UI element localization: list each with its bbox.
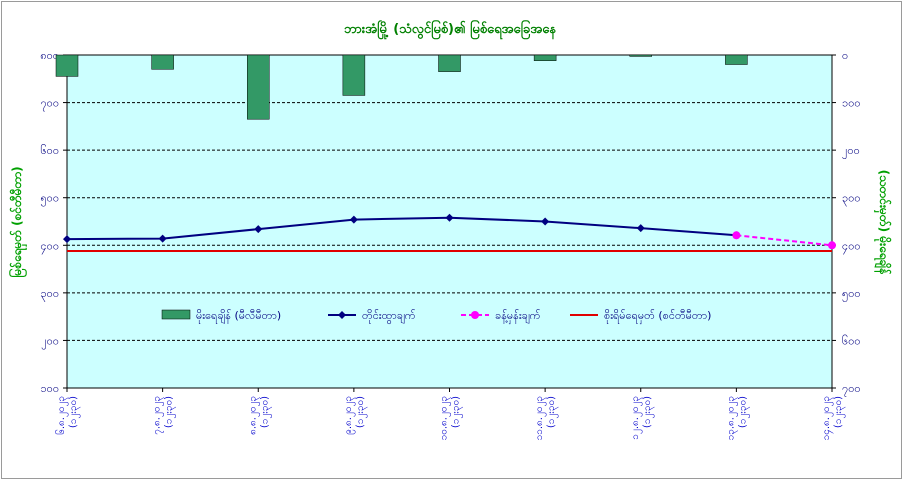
- chart-title: ဘားအံမြို့ (သံလွင်မြစ်)၏ မြစ်ရေအခြေအနေ: [344, 19, 557, 40]
- observed-point: [349, 215, 358, 224]
- x-tick-label: ၈.၈.၂၀၂၃(၁၂း၃၀): [247, 396, 272, 435]
- right-tick-label: ၁၀၀: [842, 97, 861, 110]
- legend-swatch-marker: [471, 311, 479, 319]
- x-tick-label-time: (၁၂း၃၀): [737, 396, 750, 428]
- x-tick-label-group: ၈.၈.၂၀၂၃(၁၂း၃၀): [247, 396, 272, 435]
- x-tick-label-date: ၇.၈.၂၀၂၃: [152, 396, 165, 435]
- x-tick-label-time: (၁၂း၃၀): [642, 396, 655, 428]
- x-tick-label: ၆.၈.၂၀၂၃(၁၂း၃၀): [54, 396, 81, 435]
- forecast-line: [736, 234, 833, 247]
- left-tick-label: ၇၀၀: [40, 97, 59, 112]
- right-axis-title: (သတင်းမှတ်) မိုးရေချိန်: [873, 170, 893, 276]
- legend-label: တိုင်းထွာချက်: [362, 309, 416, 324]
- rainfall-bar: [533, 54, 557, 61]
- x-tick-label-group: ၁၀.၈.၂၀၂၃(၁၂း၃၀): [439, 396, 464, 440]
- legend-item: ခန့်မှန်းချက်: [461, 309, 541, 324]
- rainfall-bar: [151, 54, 174, 70]
- x-tick-label-date: ၉.၈.၂၀၂၃: [343, 396, 356, 435]
- left-tick-label: ၄၀၀: [40, 239, 59, 254]
- legend-item: မိုးရေချိန် (မီလီမီတာ): [161, 309, 281, 324]
- observed-line: [66, 216, 737, 241]
- right-tick-label: ၄၀၀: [842, 239, 861, 254]
- x-tick-label-time: (၁၂း၃၀): [546, 396, 559, 428]
- left-tick-label: ၃၀၀: [40, 287, 59, 302]
- observed-point: [445, 213, 454, 222]
- right-tick-label: ၂၀၀: [842, 144, 860, 159]
- rainfall-bar: [55, 54, 79, 77]
- rainfall-bar: [629, 54, 652, 57]
- x-tick-label-time: (၁၂း၃၀): [833, 396, 846, 428]
- legend-item: တိုင်းထွာချက်: [328, 309, 416, 324]
- x-tick-label-group: ၁၄.၈.၂၀၂၃(၁၂း၃၀): [821, 396, 846, 440]
- x-tick-label-group: ၁၁.၈.၂၀၂၃(၁၂း၃၀): [534, 396, 559, 440]
- right-tick-label: ၅၀၀: [842, 287, 861, 302]
- x-tick-label-date: ၁၀.၈.၂၀၂၃: [439, 396, 452, 440]
- left-axis-title: မြစ်ရေမှတ် (စင်တီမီတာ): [7, 166, 28, 277]
- left-tick-label: ၂၀၀: [41, 334, 59, 349]
- x-tick-label: ၁၁.၈.၂၀၂၃(၁၂း၃၀): [534, 396, 559, 440]
- observed-point: [541, 217, 550, 226]
- legend-swatch-bar: [161, 309, 191, 320]
- x-tick-label-group: ၉.၈.၂၀၂၃(၁၂း၃၀): [343, 396, 368, 435]
- x-tick-label-group: ၁၃.၈.၂၀၂၃(၁၂း၃၀): [725, 396, 750, 440]
- x-tick-label: ၁၃.၈.၂၀၂၃(၁၂း၃၀): [725, 396, 750, 440]
- legend-label: ခန့်မှန်းချက်: [495, 309, 541, 324]
- left-tick-label: ၁၀၀: [40, 382, 59, 395]
- right-tick-label: ၀: [842, 49, 848, 62]
- legend-item: စိုးရိမ်ရေမှတ် (စင်တီမီတာ): [570, 309, 711, 324]
- right-tick-label: ၃၀၀: [842, 192, 861, 207]
- observed-point: [63, 235, 71, 244]
- right-tick-label: ၇၀၀: [842, 382, 861, 397]
- observed-point: [636, 224, 645, 233]
- x-tick-label-group: ၁၂.၈.၂၀၂၃(၁၂း၃၀): [630, 396, 655, 440]
- right-tick-label: ၆၀၀: [842, 334, 861, 347]
- x-tick-label-date: ၁၂.၈.၂၀၂၃: [630, 396, 643, 440]
- legend-swatch-marker: [338, 311, 346, 319]
- x-tick-label-date: ၁၁.၈.၂၀၂၃: [534, 396, 547, 440]
- left-tick-label: ၆၀၀: [40, 144, 59, 157]
- x-tick-label: ၉.၈.၂၀၂၃(၁၂း၃၀): [343, 396, 368, 435]
- x-tick-label-time: (၁၂း၃၀): [68, 396, 81, 428]
- x-tick-label-date: ၁၄.၈.၂၀၂၃: [821, 396, 834, 440]
- x-tick-label-time: (၁၂း၃၀): [355, 396, 368, 428]
- forecast-point: [732, 231, 741, 240]
- legend: မိုးရေချိန် (မီလီမီတာ) တိုင်းထွာချက် ခန့်မ…: [161, 309, 711, 324]
- rainfall-bar: [438, 54, 461, 72]
- x-tick-label-date: ၁၃.၈.၂၀၂၃: [725, 396, 738, 440]
- x-tick-label-time: (၁၂း၃၀): [164, 396, 177, 428]
- left-tick-label: ၅၀၀: [40, 192, 59, 207]
- x-tick-label-time: (၁၂း၃၀): [451, 396, 464, 428]
- x-tick-label-group: ၆.၈.၂၀၂၃(၁၂း၃၀): [54, 396, 81, 435]
- rainfall-bar: [342, 54, 366, 96]
- legend-label: စိုးရိမ်ရေမှတ် (စင်တီမီတာ): [604, 309, 711, 324]
- x-tick-label-date: ၆.၈.၂၀၂၃: [54, 396, 69, 435]
- x-tick-label-time: (၁၂း၃၀): [259, 396, 272, 428]
- observed-point: [158, 234, 167, 243]
- rainfall-bar: [247, 54, 270, 120]
- rainfall-bar: [725, 54, 748, 65]
- x-tick-label: ၁၀.၈.၂၀၂၃(၁၂း၃၀): [439, 396, 464, 440]
- x-tick-label: ၇.၈.၂၀၂၃(၁၂း၃၀): [152, 396, 177, 435]
- forecast-point: [828, 241, 836, 250]
- x-tick-label-date: ၈.၈.၂၀၂၃: [247, 396, 260, 435]
- x-tick-label: ၁၄.၈.၂၀၂၃(၁၂း၃၀): [821, 396, 846, 440]
- left-tick-label: ၈၀၀: [40, 49, 59, 62]
- x-tick-label-group: ၇.၈.၂၀၂၃(၁၂း၃၀): [152, 396, 177, 435]
- legend-label: မိုးရေချိန် (မီလီမီတာ): [196, 309, 281, 324]
- x-tick-label: ၁၂.၈.၂၀၂၃(၁၂း၃၀): [630, 396, 655, 440]
- observed-point: [254, 225, 263, 234]
